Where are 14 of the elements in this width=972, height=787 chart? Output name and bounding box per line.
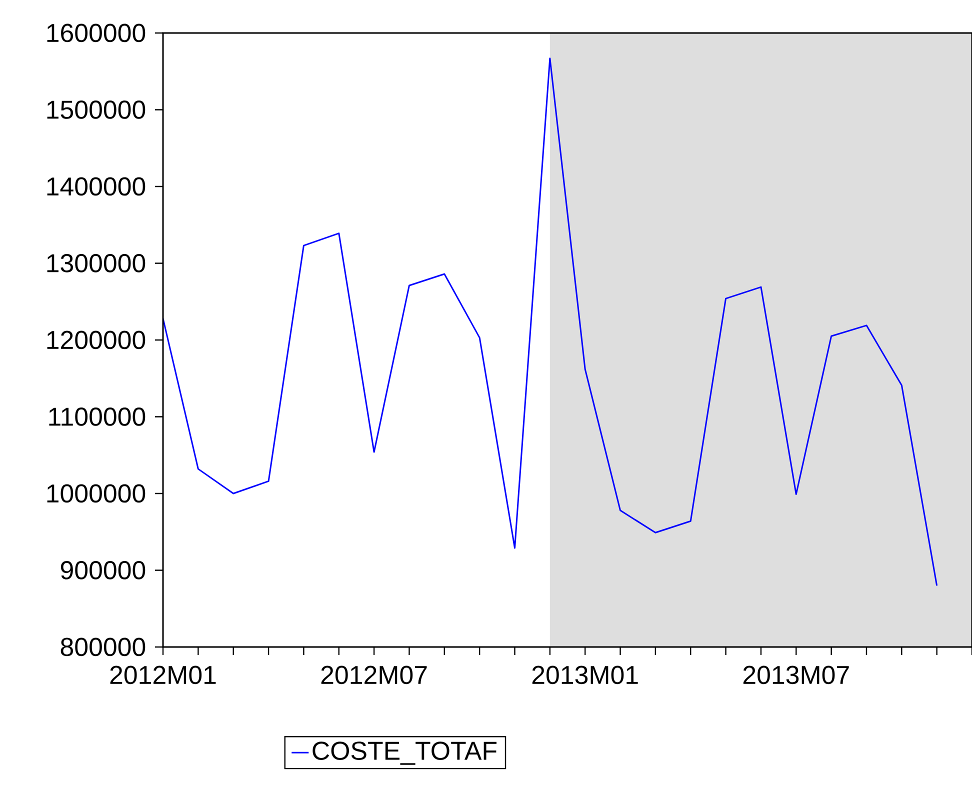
y-tick-label: 1100000 <box>49 408 146 426</box>
y-tick-label: 1500000 <box>47 100 146 119</box>
x-tick-label: 2013M01 <box>532 666 638 684</box>
x-tick-label: 2012M07 <box>321 666 427 684</box>
x-tick-label: 2013M07 <box>743 666 849 684</box>
y-tick-label: 900000 <box>60 561 146 580</box>
y-tick-label: 1600000 <box>47 24 146 42</box>
y-tick-label: 1300000 <box>47 254 146 272</box>
legend-label: COSTE_TOTAF <box>312 742 496 765</box>
y-tick-label: 1400000 <box>47 177 146 196</box>
y-tick-label: 1200000 <box>47 330 146 350</box>
y-tick-label: 1000000 <box>47 484 146 503</box>
y-tick-label: 800000 <box>60 638 146 656</box>
x-tick-label: 2012M01 <box>110 666 216 684</box>
